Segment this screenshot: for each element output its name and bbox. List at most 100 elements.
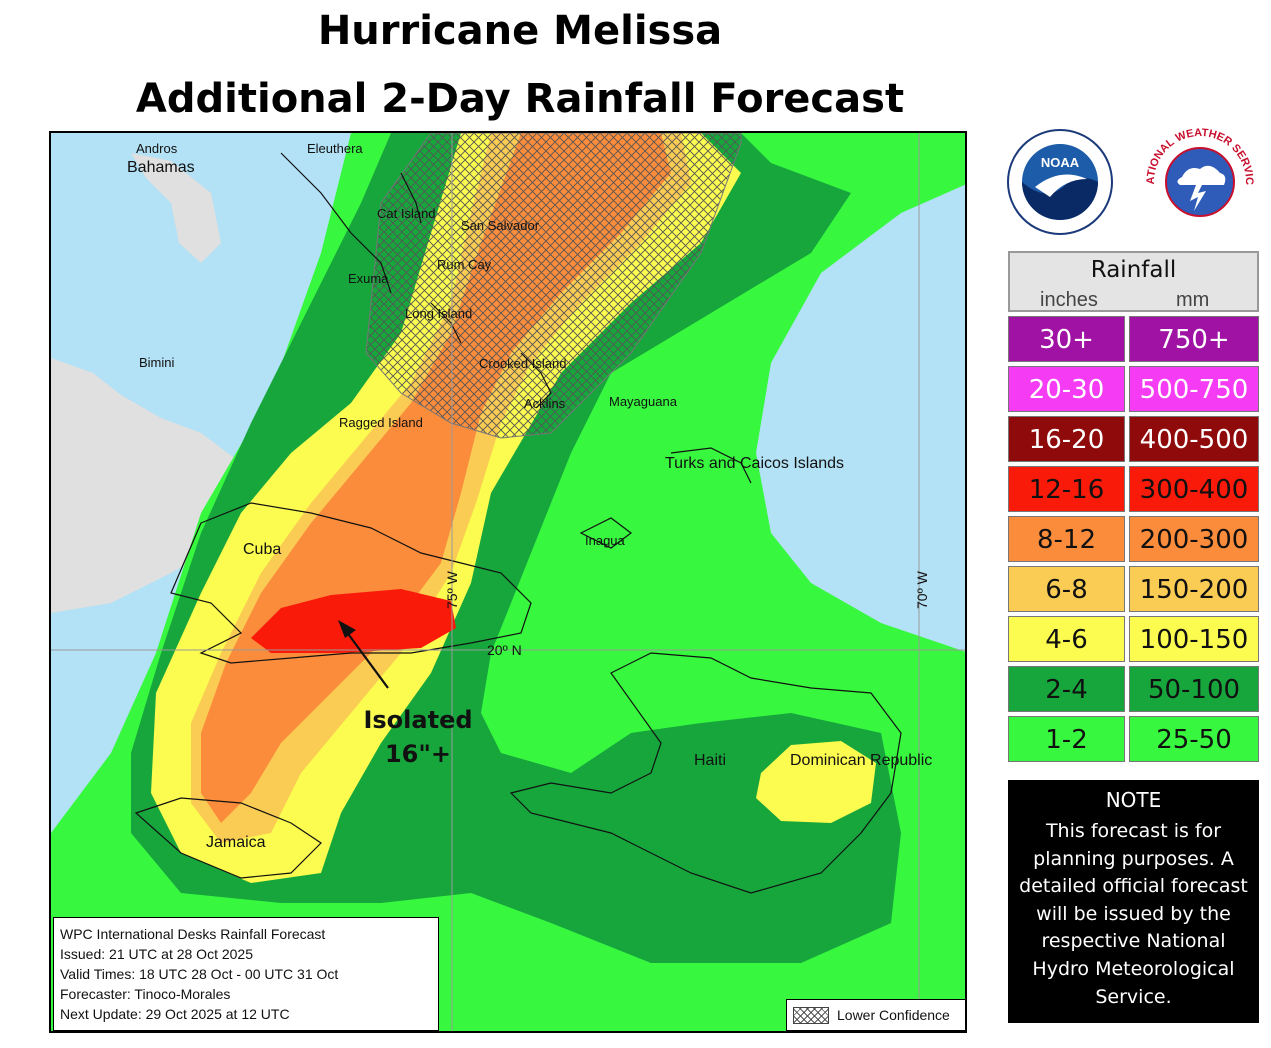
legend-row: 6-8 150-200 (1008, 566, 1259, 612)
lower-confidence-label: Lower Confidence (837, 1007, 950, 1023)
hispaniola-outline (509, 652, 902, 894)
place-turks-caicos: Turks and Caicos Islands (665, 455, 845, 472)
place-rum-cay: Rum Cay (437, 257, 492, 272)
place-jamaica: Jamaica (206, 834, 266, 851)
note-line: Service. (1095, 985, 1172, 1008)
legend-inches-label: inches (1040, 289, 1098, 311)
legend-mm-value: 50-100 (1129, 666, 1259, 712)
place-eleuthera: Eleuthera (307, 141, 363, 156)
note-line: This forecast is for (1045, 820, 1222, 842)
rain-blob-dominican (756, 741, 876, 823)
place-mayaguana: Mayaguana (609, 394, 677, 409)
annotation-line1: Isolated (363, 706, 473, 734)
map-title-line1: Hurricane Melissa (317, 8, 723, 54)
legend-inches-value: 1-2 (1008, 716, 1125, 762)
andros-land (131, 153, 221, 263)
place-long-island: Long Island (405, 306, 473, 321)
gridlabel-75w: 75º W (444, 571, 460, 609)
legend-mm-value: 200-300 (1129, 516, 1259, 562)
cat-island-outline (400, 172, 422, 224)
note-line: Hydro Meteorological (1032, 957, 1235, 980)
map-title-line2: Additional 2-Day Rainfall Forecast (135, 76, 905, 122)
place-acklins: Acklins (524, 396, 566, 411)
place-ragged-island: Ragged Island (339, 415, 423, 430)
isolated-annotation: Isolated 16"+ (348, 703, 488, 771)
info-line-source: WPC International Desks Rainfall Forecas… (60, 926, 326, 942)
note-title: NOTE (1105, 788, 1162, 812)
legend-mm-value: 25-50 (1129, 716, 1259, 762)
info-line-valid: Valid Times: 18 UTC 28 Oct - 00 UTC 31 O… (60, 966, 339, 982)
legend-row: 16-20 400-500 (1008, 416, 1259, 462)
note-line: detailed official forecast (1019, 875, 1248, 898)
place-bahamas: Bahamas (127, 159, 195, 176)
annotation-line2: 16"+ (384, 740, 451, 768)
inagua-outline (579, 517, 632, 549)
noaa-logo-icon: NOAA (1005, 127, 1115, 242)
gridlabel-70w: 70º W (914, 571, 930, 609)
annotation-arrow (345, 630, 389, 689)
note-box: NOTE This forecast is for planning purpo… (1008, 780, 1259, 1023)
jamaica-outline (134, 797, 322, 879)
forecast-info-box: WPC International Desks Rainfall Forecas… (53, 917, 439, 1031)
legend-inches-value: 16-20 (1008, 416, 1125, 462)
legend-title: Rainfall (1090, 257, 1177, 283)
legend-inches-value: 8-12 (1008, 516, 1125, 562)
legend-inches-value: 30+ (1008, 316, 1125, 362)
coastlines (134, 152, 902, 894)
note-line: respective National (1041, 930, 1226, 953)
legend-inches-value: 20-30 (1008, 366, 1125, 412)
long-island-outline (430, 302, 462, 344)
rain-band-12-16 (251, 589, 456, 653)
rainfall-map: Andros Bahamas Eleuthera Cat Island San … (49, 131, 967, 1033)
legend-mm-label: mm (1176, 289, 1210, 311)
annotation-arrowhead (338, 620, 356, 638)
legend-inches-value: 6-8 (1008, 566, 1125, 612)
legend-inches-value: 4-6 (1008, 616, 1125, 662)
place-inagua: Inagua (585, 533, 625, 548)
graticule (51, 133, 965, 1031)
place-bimini: Bimini (139, 355, 175, 370)
place-andros: Andros (136, 141, 178, 156)
legend-header: Rainfall inches mm (1008, 251, 1259, 312)
legend-row: 1-2 25-50 (1008, 716, 1259, 762)
legend-mm-value: 400-500 (1129, 416, 1259, 462)
legend-row: 8-12 200-300 (1008, 516, 1259, 562)
legend-mm-value: 150-200 (1129, 566, 1259, 612)
legend-mm-value: 300-400 (1129, 466, 1259, 512)
legend-mm-value: 100-150 (1129, 616, 1259, 662)
florida-land (51, 358, 271, 613)
place-dominican-republic: Dominican Republic (790, 752, 933, 769)
place-san-salvador: San Salvador (461, 218, 540, 233)
map-canvas (51, 133, 965, 1031)
turks-caicos-outline (670, 447, 752, 484)
legend-mm-value: 500-750 (1129, 366, 1259, 412)
noaa-logo-text: NOAA (1041, 155, 1080, 170)
place-cuba: Cuba (243, 541, 282, 558)
note-line: will be issued by the (1036, 902, 1231, 925)
info-line-forecaster: Forecaster: Tinoco-Morales (60, 986, 231, 1002)
legend-inches-value: 2-4 (1008, 666, 1125, 712)
legend-inches-value: 12-16 (1008, 466, 1125, 512)
legend-row: 4-6 100-150 (1008, 616, 1259, 662)
legend-row: 2-4 50-100 (1008, 666, 1259, 712)
hatch-swatch (793, 1007, 829, 1024)
legend-row: 30+ 750+ (1008, 316, 1259, 362)
place-crooked-island: Crooked Island (479, 356, 567, 371)
info-line-next-update: Next Update: 29 Oct 2025 at 12 UTC (60, 1006, 290, 1022)
legend-row: 12-16 300-400 (1008, 466, 1259, 512)
info-line-issued: Issued: 21 UTC at 28 Oct 2025 (60, 946, 253, 962)
eleuthera-outline (280, 152, 392, 294)
legend-row: 20-30 500-750 (1008, 366, 1259, 412)
note-text: This forecast is for planning purposes. … (1014, 818, 1253, 1011)
place-haiti: Haiti (694, 752, 727, 769)
place-exuma: Exuma (348, 271, 389, 286)
place-cat-island: Cat Island (377, 206, 436, 221)
lower-confidence-key: Lower Confidence (786, 999, 965, 1031)
cuba-outline (170, 502, 532, 664)
nws-logo-icon: NATIONAL WEATHER SERVICE (1136, 118, 1260, 242)
crooked-island-outline (520, 352, 552, 409)
gridlabel-20n: 20º N (487, 642, 522, 658)
note-line: planning purposes. A (1033, 847, 1234, 870)
legend-mm-value: 750+ (1129, 316, 1259, 362)
lower-confidence-area (365, 133, 742, 439)
